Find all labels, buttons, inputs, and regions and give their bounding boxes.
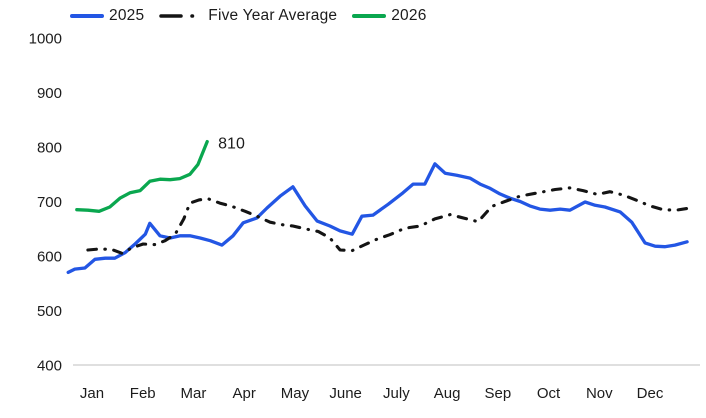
annotation-810: 810 [218, 136, 245, 153]
series-line-2025 [66, 162, 689, 275]
legend-label-2025: 2025 [109, 7, 145, 24]
legend-label-five-year-average: Five Year Average [208, 7, 338, 24]
series-line-five-year-average [86, 186, 692, 255]
legend-item-2026: 2026 [352, 7, 426, 25]
x-tick-label: Sep [484, 385, 511, 402]
y-tick-label: 600 [37, 249, 62, 266]
legend-swatch-2026-line [352, 14, 387, 18]
y-tick-label: 500 [37, 303, 62, 320]
x-tick-label: July [383, 385, 410, 402]
x-tick-label: Dec [637, 385, 664, 402]
x-tick-label: Aug [434, 385, 461, 402]
x-tick-label: Apr [233, 385, 256, 402]
x-tick-label: Feb [130, 385, 156, 402]
legend-label-2026: 2026 [391, 7, 427, 24]
legend-item-2025: 2025 [70, 7, 144, 25]
chart-legend: 2025 Five Year Average 2026 [70, 7, 427, 25]
legend-item-five-year-average: Five Year Average [159, 7, 337, 25]
x-tick-label: Mar [181, 385, 207, 402]
y-tick-label: 1000 [29, 31, 62, 48]
y-tick-label: 800 [37, 140, 62, 157]
x-tick-label: May [281, 385, 310, 402]
x-tick-label: Jan [80, 385, 104, 402]
series-line-2026 [75, 139, 209, 213]
x-tick-label: Oct [537, 385, 561, 402]
legend-swatch-2025-line [70, 14, 104, 18]
y-tick-label: 400 [37, 358, 62, 375]
legend-swatch-five-year-average-dash [159, 14, 204, 18]
x-tick-label: June [329, 385, 362, 402]
y-tick-label: 700 [37, 194, 62, 211]
y-tick-label: 900 [37, 85, 62, 102]
x-tick-label: Nov [586, 385, 613, 402]
